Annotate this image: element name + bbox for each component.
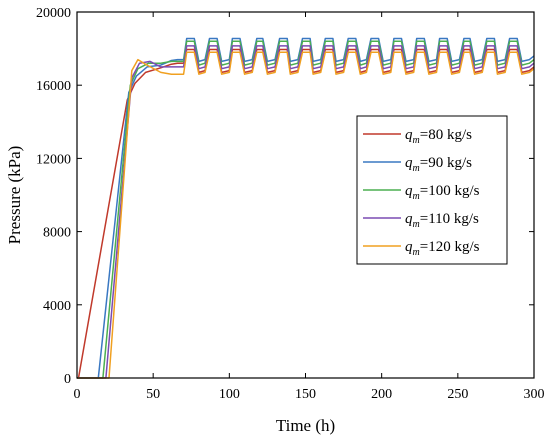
ticks-layer: 0 50 100 150 200 250 300 0 4000 8000 12000 16000 200… <box>36 6 545 402</box>
legend-label: qm=110 kg/s <box>405 211 479 230</box>
y-tick-label: 8000 <box>43 226 71 241</box>
series-line-4 <box>77 45 535 379</box>
y-tick-label: 4000 <box>43 299 71 314</box>
x-tick-label: 200 <box>371 387 392 402</box>
x-tick-label: 100 <box>219 387 240 402</box>
x-axis-label: Time (h) <box>276 416 335 435</box>
y-axis-label: Pressure (kPa) <box>5 146 24 245</box>
x-tick-label: 250 <box>447 387 468 402</box>
x-tick-label: 150 <box>295 387 316 402</box>
series-line-5 <box>77 51 535 379</box>
x-tick-label: 0 <box>74 387 81 402</box>
series-layer <box>77 37 535 379</box>
legend-label: qm=80 kg/s <box>405 127 472 146</box>
legend-label: qm=120 kg/s <box>405 239 480 258</box>
y-tick-label: 16000 <box>36 79 71 94</box>
legend: qm=80 kg/s qm=90 kg/s qm=100 kg/s qm=110 kg… <box>356 115 508 265</box>
x-tick-label: 300 <box>524 387 545 402</box>
y-tick-label: 12000 <box>36 152 71 167</box>
y-tick-label: 20000 <box>36 6 71 21</box>
y-tick-label: 0 <box>64 372 71 387</box>
x-tick-label: 50 <box>146 387 160 402</box>
legend-label: qm=100 kg/s <box>405 183 480 202</box>
legend-label: qm=90 kg/s <box>405 155 472 174</box>
